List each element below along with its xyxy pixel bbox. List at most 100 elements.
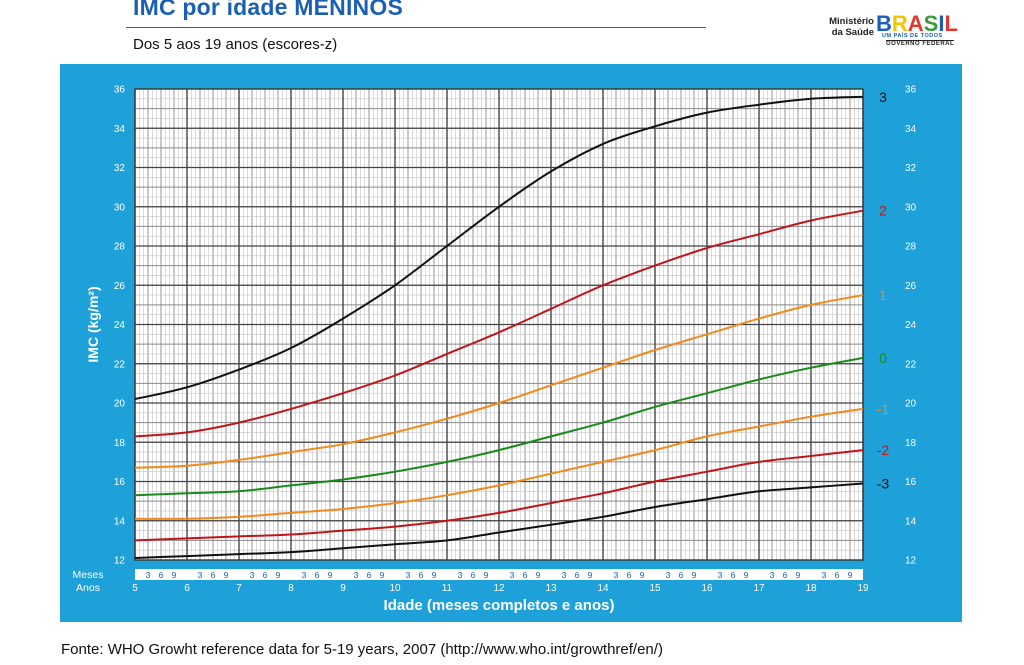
year-tick-label: 9 [340,583,346,594]
month-tick-label: 3 [770,570,775,580]
month-tick-label: 3 [666,570,671,580]
brasil-wordmark: BRASIL [876,12,958,36]
y-tick-label-right: 20 [905,399,917,410]
month-tick-label: 6 [835,570,840,580]
zscore-curve--2 [134,449,864,542]
y-tick-label-right: 14 [905,516,917,527]
year-tick-label: 5 [132,583,138,594]
month-tick-label: 6 [159,570,164,580]
month-tick-label: 3 [614,570,619,580]
month-tick-label: 9 [380,570,385,580]
curve-label--3: -3 [877,475,890,491]
month-tick-label: 3 [718,570,723,580]
month-tick-label: 3 [250,570,255,580]
month-strip [135,569,863,580]
year-tick-label: 13 [545,583,557,594]
y-tick-label-right: 28 [905,242,917,253]
y-tick-label-right: 22 [905,359,917,370]
ministry-logo: Ministério da Saúde BRASIL UM PAÍS DE TO… [820,12,970,48]
year-tick-label: 6 [184,583,190,594]
y-tick-label-left: 36 [114,85,126,96]
government-label: GOVERNO FEDERAL [886,40,955,47]
month-tick-label: 6 [627,570,632,580]
zscore-curve--1 [134,407,864,520]
y-tick-label-right: 12 [905,556,917,567]
year-tick-label: 16 [701,583,713,594]
year-tick-label: 10 [389,583,401,594]
brasil-slogan: UM PAÍS DE TODOS [882,33,943,39]
month-tick-label: 3 [510,570,515,580]
ministry-name: Ministério da Saúde [822,16,874,38]
ministry-line-1: Ministério [829,16,874,27]
month-tick-label: 3 [302,570,307,580]
zscore-curve-3 [134,95,864,401]
curve-label-1: 1 [879,287,887,303]
y-tick-label-left: 22 [114,359,126,370]
curve-label-0: 0 [879,350,887,366]
month-tick-label: 6 [679,570,684,580]
chart-subtitle: Dos 5 aos 19 anos (escores-z) [133,36,338,53]
y-tick-label-left: 32 [114,163,126,174]
brand-letter: I [938,11,945,36]
zscore-curve-1 [134,294,864,469]
plot-border [134,88,864,561]
y-tick-label-left: 26 [114,281,126,292]
month-tick-label: 6 [419,570,424,580]
brand-letter: S [923,11,939,36]
month-tick-label: 9 [640,570,645,580]
x-axis-title: Idade (meses completos e anos) [384,597,615,614]
y-tick-label-left: 16 [114,477,126,488]
curve-label-2: 2 [879,203,887,219]
zscore-curve-2 [134,209,864,438]
month-tick-label: 9 [848,570,853,580]
ministry-line-2: da Saúde [831,27,874,38]
month-tick-label: 9 [588,570,593,580]
month-tick-label: 9 [484,570,489,580]
curve-label--2: -2 [877,442,890,458]
y-tick-label-right: 26 [905,281,917,292]
year-tick-label: 15 [649,583,661,594]
chart-title: IMC por idade MENINOS [133,0,403,20]
month-tick-label: 3 [822,570,827,580]
month-tick-label: 9 [692,570,697,580]
title-underline [126,27,706,28]
row-label-years: Anos [76,582,100,594]
brand-letter: R [891,11,908,36]
month-tick-label: 6 [263,570,268,580]
month-tick-label: 6 [471,570,476,580]
y-tick-label-left: 14 [114,516,126,527]
y-tick-label-left: 34 [114,124,126,135]
year-tick-label: 12 [493,583,505,594]
zscore-curve-0 [134,356,864,497]
zscore-curve--3 [134,482,864,559]
y-tick-label-right: 32 [905,163,917,174]
brand-letter: L [944,11,958,36]
year-tick-label: 19 [857,583,869,594]
chart-panel: 3 2 1 0 -1 -2 -3 12 12 14 14 16 16 18 18 20 20 22 22 24 24 26… [60,64,962,622]
year-tick-label: 17 [753,583,765,594]
y-tick-label-left: 20 [114,399,126,410]
y-tick-label-right: 34 [905,124,917,135]
month-tick-label: 6 [731,570,736,580]
y-tick-label-left: 28 [114,242,126,253]
y-tick-label-right: 36 [905,85,917,96]
month-tick-label: 3 [198,570,203,580]
month-tick-label: 3 [146,570,151,580]
grid-major [134,88,864,561]
month-tick-label: 3 [562,570,567,580]
y-tick-label-left: 18 [114,438,126,449]
year-tick-label: 14 [597,583,609,594]
month-tick-label: 9 [328,570,333,580]
month-tick-label: 9 [172,570,177,580]
brand-letter: A [907,11,924,36]
month-tick-label: 9 [276,570,281,580]
month-tick-label: 9 [796,570,801,580]
curve-label--1: -1 [877,401,890,417]
month-tick-label: 9 [744,570,749,580]
y-axis-title: IMC (kg/m²) [85,286,101,362]
year-tick-label: 11 [442,583,453,594]
month-tick-label: 6 [575,570,580,580]
month-tick-label: 6 [783,570,788,580]
